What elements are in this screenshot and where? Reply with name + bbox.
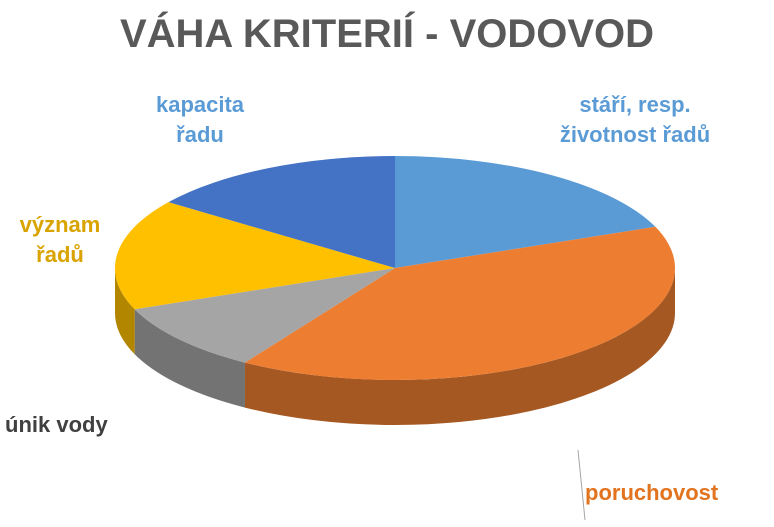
- pie-slice: [395, 156, 656, 268]
- slice-side: [115, 268, 135, 355]
- slice-label: poruchovost: [585, 480, 719, 505]
- slice-side: [134, 309, 245, 408]
- slice-label: únik vody: [5, 412, 108, 437]
- pie-slice: [114, 202, 395, 310]
- pie-slice: [244, 226, 675, 381]
- slice-label: kapacita řadu: [155, 92, 245, 147]
- slice-label: význam řadů: [19, 212, 101, 267]
- leader-line: [577, 449, 586, 521]
- slice-label: stáří, resp. životnost řadů: [559, 92, 711, 147]
- pie-slice: [168, 156, 395, 268]
- chart-title: VÁHA KRITERIÍ - VODOVOD: [119, 12, 655, 56]
- slice-side: [244, 268, 675, 425]
- pie-slice: [134, 268, 395, 363]
